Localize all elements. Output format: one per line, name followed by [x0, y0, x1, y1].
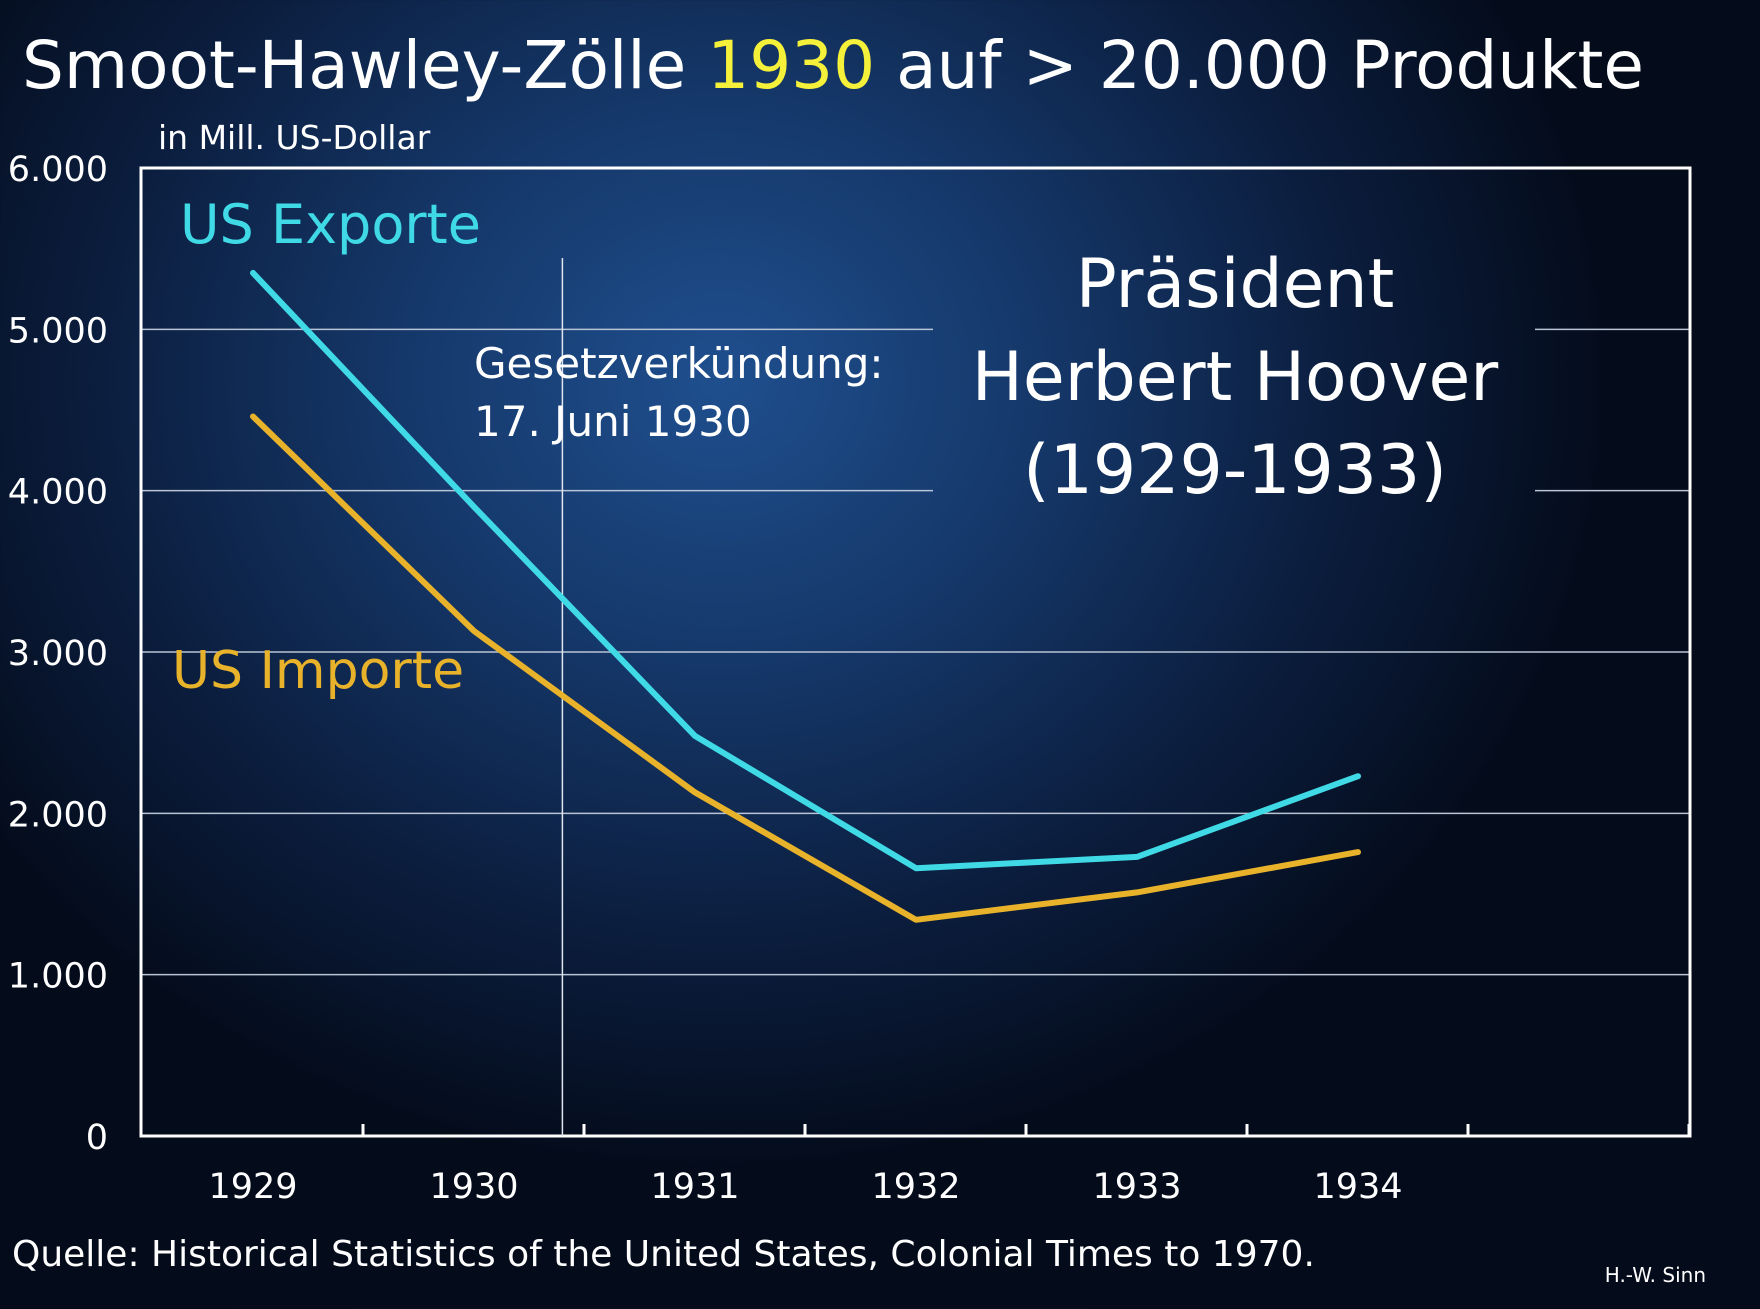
y-tick-label: 3.000	[8, 634, 108, 674]
law-annotation-line2: 17. Juni 1930	[474, 397, 752, 446]
series-lines	[250, 269, 1361, 923]
x-tick-labels: 1929 1930 1931 1932 1933 1934	[208, 1124, 1691, 1207]
y-tick-labels: 0 1.000 2.000 3.000 4.000 5.000 6.000	[8, 150, 108, 1158]
y-axis-label: in Mill. US-Dollar	[158, 118, 431, 157]
series-label-exports: US Exporte	[180, 193, 481, 256]
x-tick-label: 1929	[208, 1167, 297, 1207]
law-annotation-line1: Gesetzverkündung:	[474, 339, 884, 388]
y-tick-label: 2.000	[8, 795, 108, 835]
plot-frame	[139, 166, 1692, 1138]
series-label-imports: US Importe	[172, 641, 464, 701]
x-tick-label: 1934	[1313, 1167, 1402, 1207]
y-tick-label: 1.000	[8, 957, 108, 997]
title-part2: auf > 20.000 Produkte	[875, 27, 1644, 104]
x-tick-label: 1932	[871, 1167, 960, 1207]
president-annotation-line3: (1929-1933)	[1023, 431, 1447, 510]
y-tick-label: 4.000	[8, 473, 108, 513]
x-tick-label: 1933	[1092, 1167, 1181, 1207]
title-part1: Smoot-Hawley-Zölle	[22, 27, 707, 104]
y-tick-label: 6.000	[8, 150, 108, 190]
series-line-exports	[250, 269, 1361, 872]
title-highlight: 1930	[707, 27, 875, 104]
author-credit: H.-W. Sinn	[1605, 1263, 1706, 1287]
y-tick-label: 5.000	[8, 311, 108, 351]
x-tick-label: 1930	[429, 1167, 518, 1207]
y-tick-label: 0	[86, 1118, 108, 1158]
grid-lines	[141, 328, 1690, 976]
president-annotation-line2: Herbert Hoover	[972, 338, 1499, 417]
series-line-imports	[250, 413, 1361, 923]
chart-title: Smoot-Hawley-Zölle 1930 auf > 20.000 Pro…	[22, 27, 1644, 104]
x-tick-label: 1931	[650, 1167, 739, 1207]
source-note: Quelle: Historical Statistics of the Uni…	[12, 1234, 1315, 1275]
president-annotation-line1: Präsident	[1076, 245, 1395, 324]
